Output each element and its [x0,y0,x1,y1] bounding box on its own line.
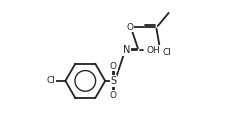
Text: N: N [123,45,130,55]
Text: Cl: Cl [163,48,171,57]
Text: S: S [111,76,116,86]
Text: O: O [110,62,117,71]
Text: O: O [110,91,117,100]
Text: Cl: Cl [47,76,56,85]
Text: O: O [127,23,134,32]
Text: OH: OH [146,46,160,55]
